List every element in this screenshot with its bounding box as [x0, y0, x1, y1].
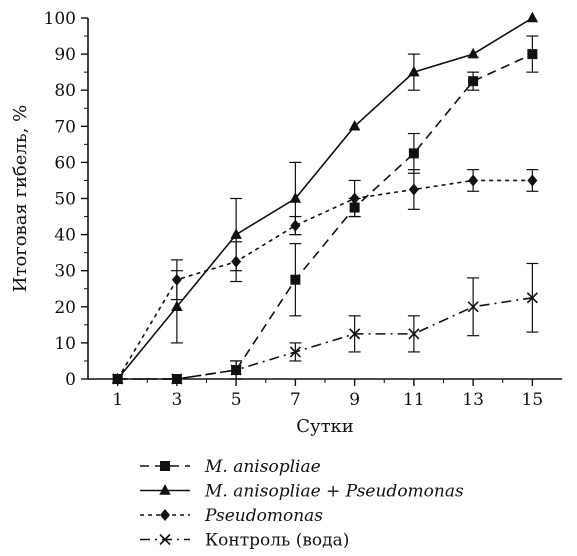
series-layer	[111, 11, 539, 385]
x-tick-label: 5	[231, 390, 242, 410]
legend-item: M. anisopliae	[140, 457, 321, 477]
x-tick-label: 15	[522, 390, 544, 410]
legend-label-part: M. anisopliae	[204, 457, 321, 477]
data-point	[289, 192, 302, 203]
data-point	[230, 364, 242, 376]
data-point	[289, 346, 301, 358]
legend-marker	[160, 461, 170, 471]
marker-stroke	[349, 328, 361, 340]
y-tick-label: 90	[54, 45, 76, 65]
legend-label-part: +	[321, 482, 346, 502]
y-tick-label: 30	[54, 262, 76, 282]
y-tick-label: 80	[54, 81, 76, 101]
legend-label-part: Pseudomonas	[204, 506, 323, 526]
x-tick-label: 11	[403, 390, 425, 410]
series-line	[117, 296, 533, 380]
legend-label-part: Pseudomonas	[345, 482, 464, 502]
data-point	[290, 274, 301, 285]
data-point	[348, 120, 361, 131]
marker-stroke	[467, 301, 479, 313]
legend-item: M. anisopliae + Pseudomonas	[140, 482, 464, 502]
series-line	[117, 17, 533, 380]
legend-label: M. anisopliae	[204, 457, 321, 477]
marker-stroke	[289, 346, 301, 358]
data-point	[171, 273, 182, 286]
x-tick-label: 9	[349, 390, 360, 410]
y-tick-label: 70	[54, 117, 76, 137]
legend-item: Контроль (вода)	[140, 531, 349, 551]
data-point	[171, 300, 183, 312]
legend-item: Pseudomonas	[140, 506, 323, 526]
data-point	[171, 373, 183, 385]
data-point	[468, 174, 479, 187]
data-point	[527, 174, 538, 187]
y-tick-label: 50	[54, 190, 76, 210]
y-tick-label: 10	[54, 334, 76, 354]
data-point	[230, 228, 242, 239]
y-tick-label: 40	[54, 226, 76, 246]
data-point	[349, 328, 361, 340]
x-tick-label: 7	[290, 390, 301, 410]
legend-marker	[159, 533, 171, 546]
legend-marker	[159, 484, 171, 495]
legend-label: Pseudomonas	[204, 506, 323, 526]
series-2	[111, 11, 539, 384]
marker-stroke	[230, 364, 242, 376]
legend-label-part: Контроль (вода)	[205, 531, 349, 551]
y-tick-label: 100	[44, 9, 76, 29]
legend-marker	[160, 509, 170, 521]
data-point	[526, 11, 539, 23]
data-point	[349, 192, 360, 205]
data-point	[408, 65, 420, 77]
y-tick-label: 20	[54, 298, 76, 318]
series-line	[117, 53, 533, 380]
x-tick-label: 13	[462, 390, 484, 410]
data-point	[408, 183, 419, 196]
series-4	[112, 262, 539, 385]
x-tick-label: 3	[171, 390, 182, 410]
data-point	[290, 219, 301, 232]
data-point	[527, 49, 538, 60]
y-tick-label: 0	[65, 370, 76, 390]
data-point	[467, 47, 479, 59]
legend-label-part: M. anisopliae	[204, 482, 321, 502]
y-axis-title: Итоговая гибель, %	[10, 105, 31, 292]
marker-stroke	[171, 373, 183, 385]
x-tick-label: 1	[112, 390, 123, 410]
legend-label: M. anisopliae + Pseudomonas	[204, 482, 464, 502]
data-point	[467, 301, 479, 313]
legend-label: Контроль (вода)	[205, 531, 349, 551]
data-point	[231, 255, 242, 268]
marker-stroke	[112, 373, 124, 385]
data-point	[526, 292, 538, 304]
data-point	[112, 373, 124, 385]
marker-stroke	[159, 533, 171, 546]
series-3	[112, 169, 539, 385]
marker-stroke	[526, 292, 538, 304]
data-point	[408, 148, 419, 159]
y-tick-label: 60	[54, 153, 76, 173]
data-point	[468, 76, 479, 87]
data-point	[408, 328, 420, 340]
marker-stroke	[408, 328, 420, 340]
x-axis-title: Сутки	[296, 416, 354, 437]
